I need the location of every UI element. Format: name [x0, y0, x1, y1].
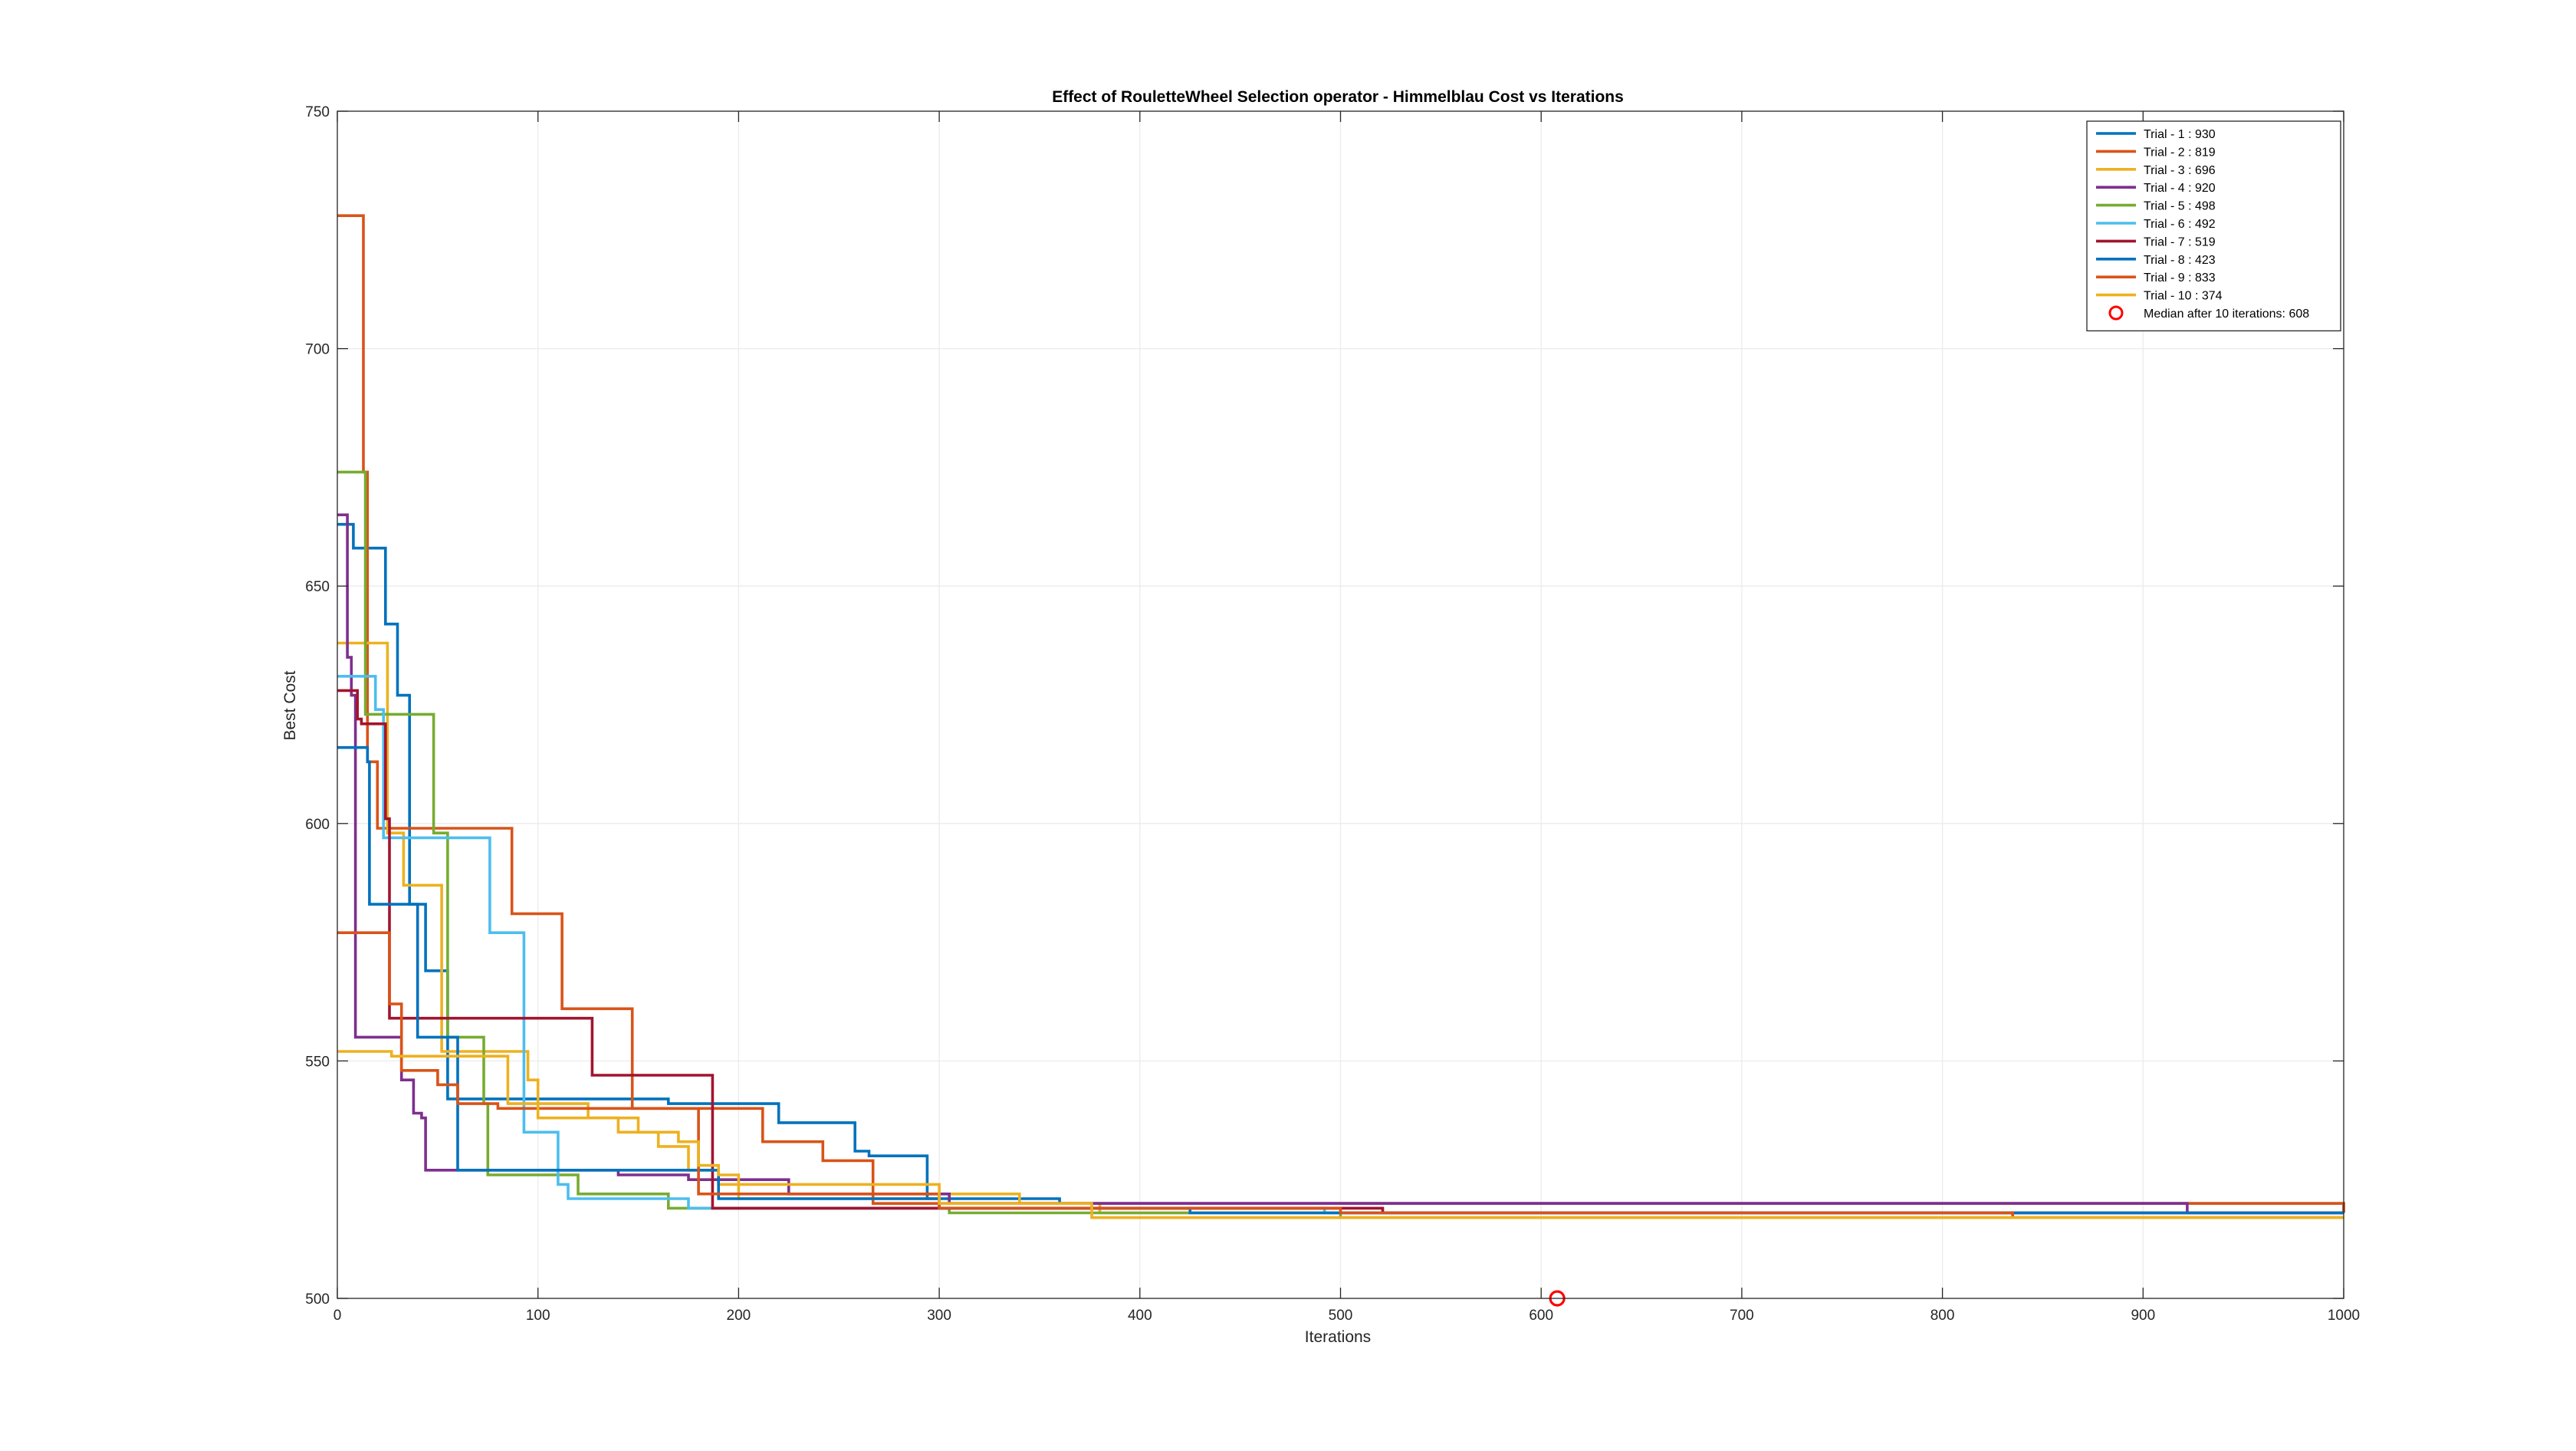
legend: Trial - 1 : 930 Trial - 2 : 819 Trial - 3 … [2086, 120, 2341, 332]
x-tick-label: 1000 [2328, 1308, 2360, 1324]
legend-entry-label: Trial - 5 : 498 [2144, 200, 2216, 213]
chart-title: Effect of RouletteWheel Selection operat… [1052, 88, 1624, 106]
y-tick-label: 700 [305, 342, 330, 358]
x-tick-label: 900 [2131, 1308, 2155, 1324]
x-tick-label: 600 [1529, 1308, 1553, 1324]
x-axis-label: Iterations [1305, 1328, 1371, 1346]
legend-marker-swatch [2108, 305, 2124, 321]
y-axis-label: Best Cost [281, 670, 299, 740]
x-tick-label: 400 [1128, 1308, 1152, 1324]
legend-entry-label: Trial - 3 : 696 [2144, 164, 2216, 177]
legend-entry-label: Trial - 1 : 930 [2144, 128, 2216, 141]
x-tick-label: 300 [927, 1308, 951, 1324]
legend-entry-label: Trial - 7 : 519 [2144, 235, 2216, 248]
y-tick-label: 750 [305, 104, 330, 120]
legend-entry-label: Trial - 4 : 920 [2144, 182, 2216, 195]
legend-entry-label: Trial - 10 : 374 [2144, 290, 2223, 303]
legend-entry-label: Trial - 6 : 492 [2144, 218, 2216, 231]
series-line-trial-5 [337, 470, 2344, 1219]
series-line-trial-10 [337, 1050, 2344, 1219]
legend-entry-label: Trial - 2 : 819 [2144, 146, 2216, 159]
x-tick-label: 500 [1329, 1308, 1353, 1324]
ticks: 0 100 200 300 400 500 600 700 800 900 1000 500 550 60… [305, 104, 2360, 1324]
x-tick-label: 800 [1930, 1308, 1955, 1324]
x-tick-label: 700 [1730, 1308, 1754, 1324]
y-tick-label: 500 [305, 1291, 330, 1308]
series-layer [337, 214, 2345, 1219]
x-tick-label: 0 [334, 1308, 342, 1324]
y-tick-label: 550 [305, 1054, 330, 1070]
x-tick-label: 200 [727, 1308, 751, 1324]
legend-entry-label: Median after 10 iterations: 608 [2144, 308, 2309, 321]
series-line-trial-1 [337, 522, 2345, 1213]
legend-entry-label: Trial - 9 : 833 [2144, 271, 2216, 285]
legend-entry-label: Trial - 8 : 423 [2144, 254, 2216, 267]
x-tick-label: 100 [526, 1308, 550, 1324]
y-tick-label: 600 [305, 817, 330, 833]
y-tick-label: 650 [305, 579, 330, 595]
series-line-trial-9 [337, 931, 2344, 1219]
